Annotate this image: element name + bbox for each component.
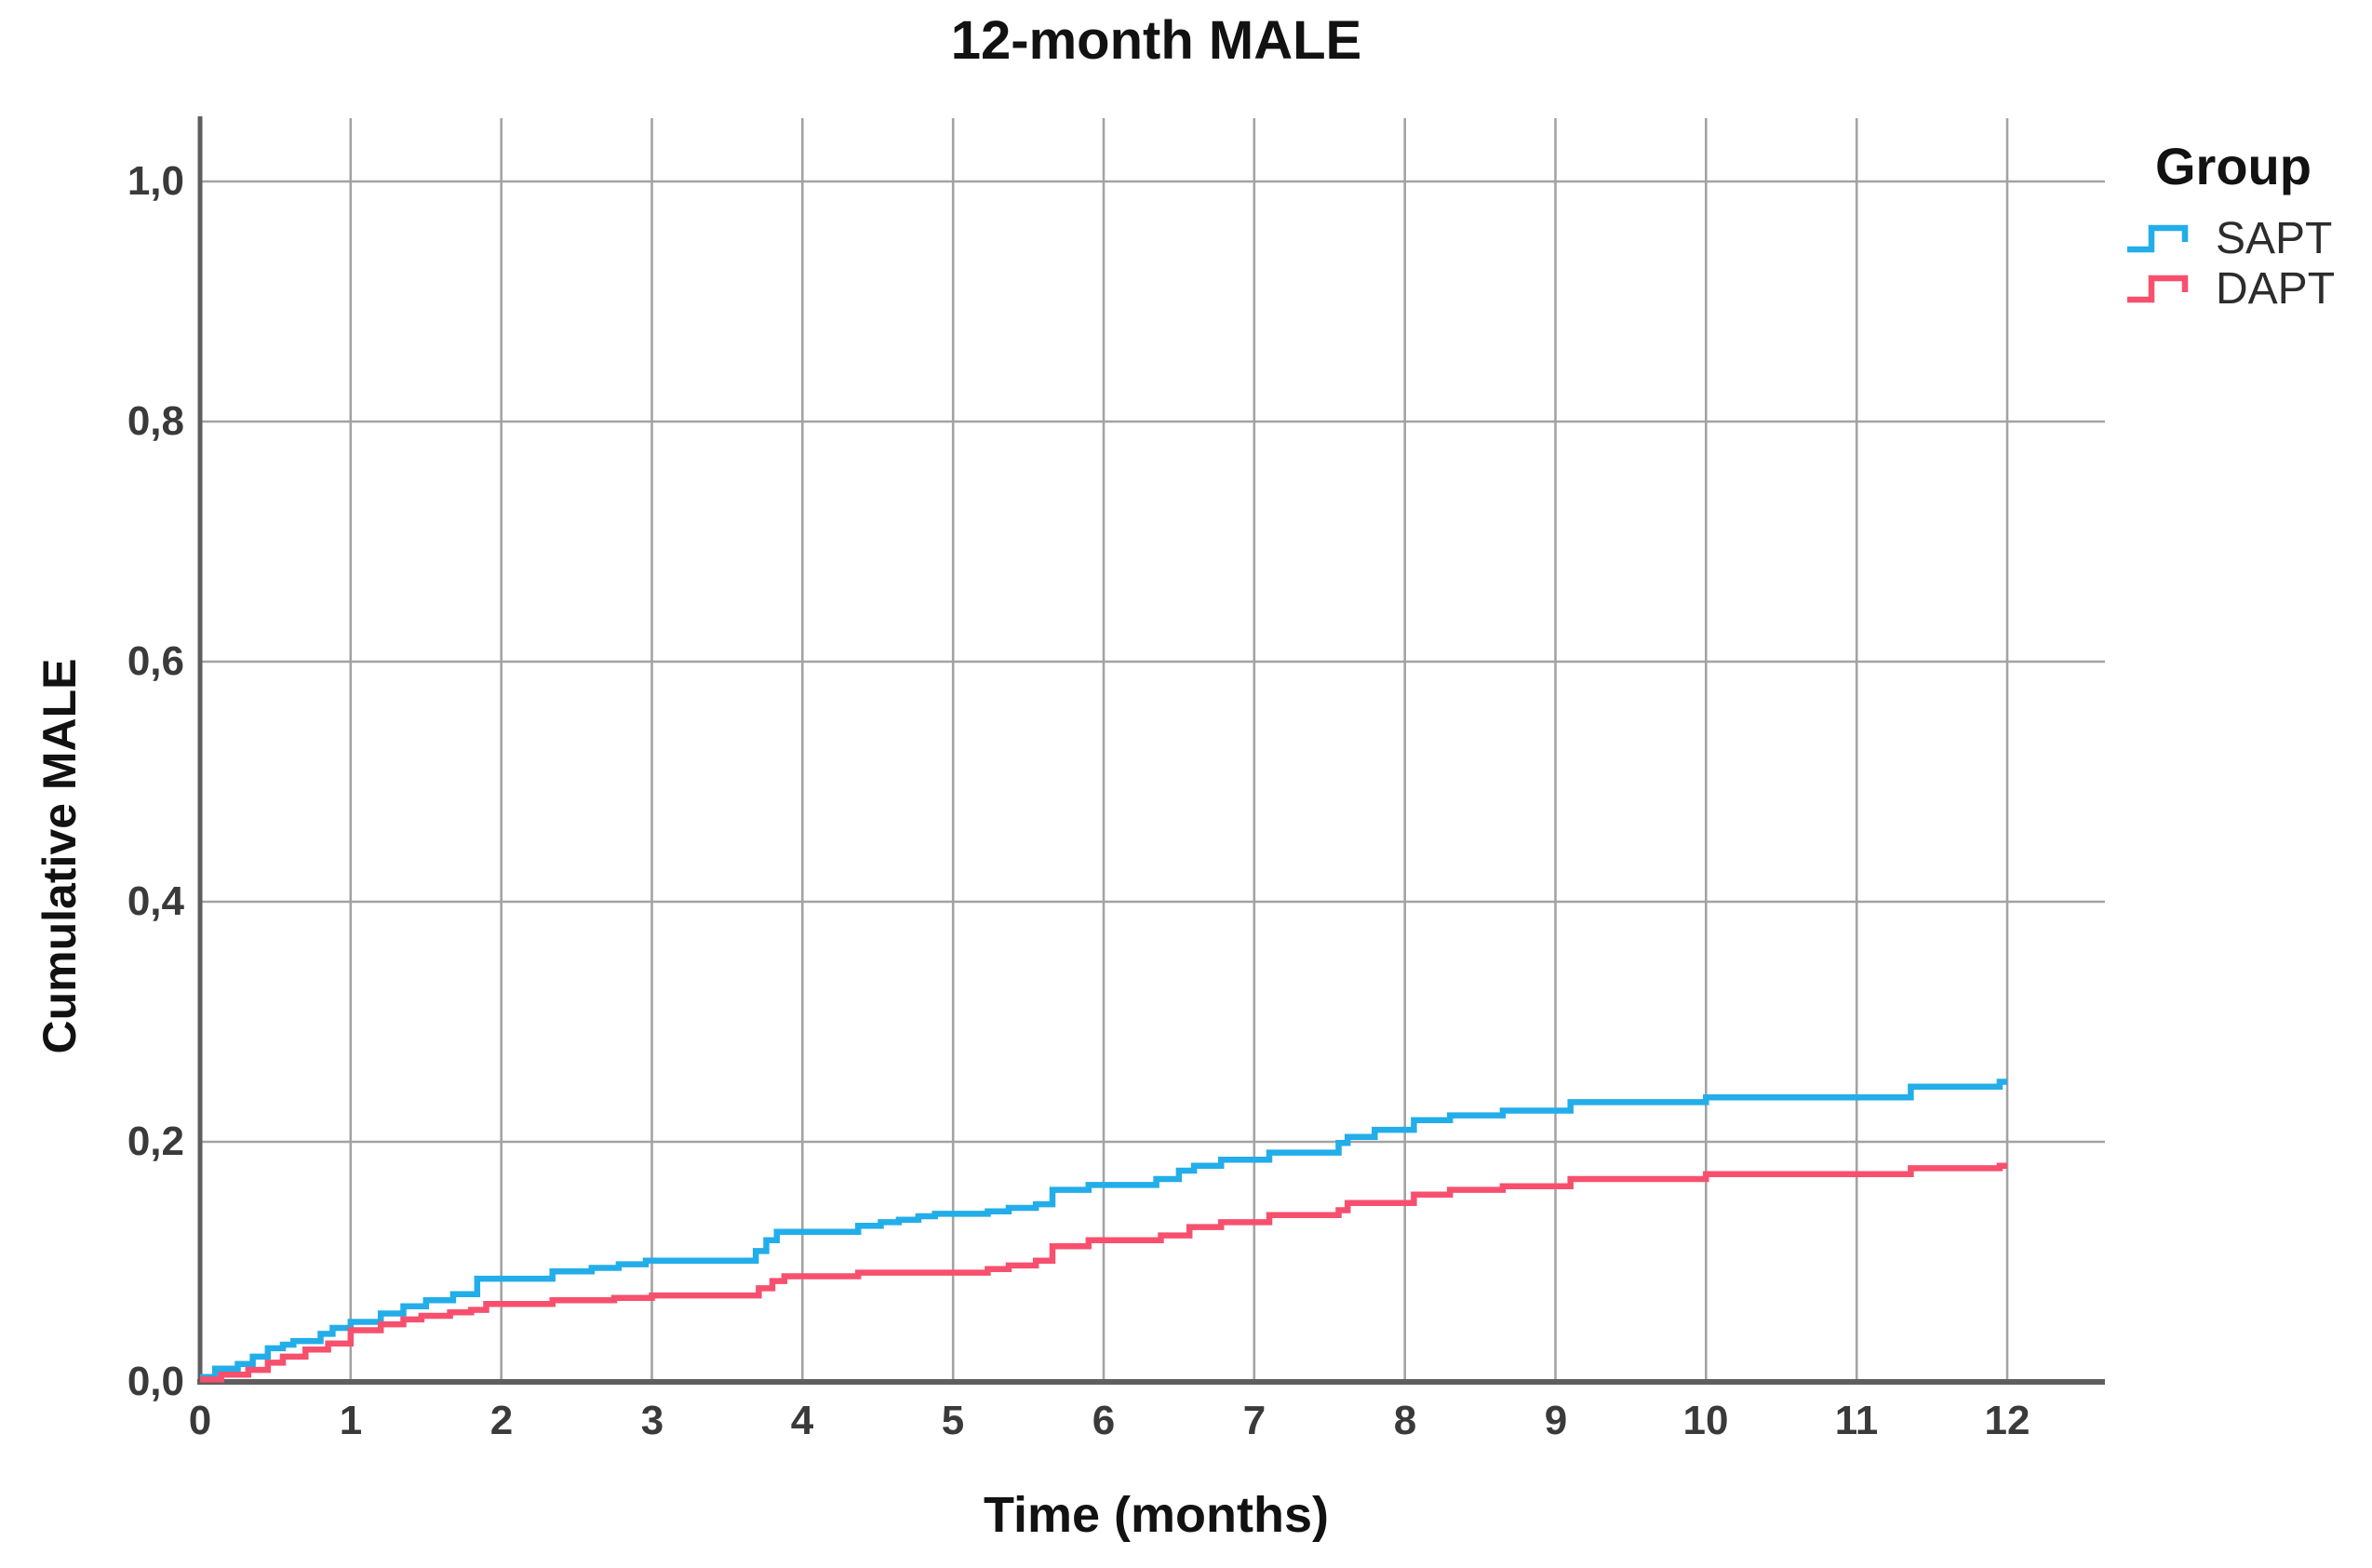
x-tick-label: 9	[1544, 1398, 1568, 1443]
x-tick-label: 8	[1393, 1398, 1417, 1443]
legend-entry-label: DAPT	[2216, 263, 2336, 314]
x-tick-label: 10	[1682, 1398, 1729, 1443]
legend: Group SAPT DAPT	[2124, 136, 2335, 314]
legend-entry-dapt: DAPT	[2124, 263, 2335, 314]
sapt-curve	[200, 1079, 2007, 1381]
dapt-legend-line	[2127, 275, 2189, 303]
dapt-curve	[200, 1162, 2007, 1383]
legend-title: Group	[2155, 137, 2312, 195]
y-tick-label: 0,2	[127, 1119, 184, 1164]
y-tick-label: 0,8	[127, 398, 184, 444]
x-tick-label: 5	[941, 1398, 965, 1443]
x-tick-label: 12	[1984, 1398, 2030, 1443]
sapt-legend-line	[2127, 224, 2189, 253]
legend-step-icon	[2127, 224, 2189, 253]
y-axis-title: Cumulative MALE	[34, 658, 86, 1054]
series-curves	[200, 1079, 2007, 1383]
x-tick-label: 4	[790, 1398, 814, 1443]
x-tick-label: 1	[339, 1398, 363, 1443]
legend-entry-label: SAPT	[2216, 213, 2333, 263]
y-tick-label: 0,0	[127, 1359, 184, 1404]
x-tick-label: 7	[1242, 1398, 1266, 1443]
y-tick-label: 1,0	[127, 158, 184, 204]
axes	[197, 116, 2105, 1385]
legend-step-icon	[2127, 275, 2189, 303]
x-tick-label: 2	[489, 1398, 514, 1443]
x-tick-label: 3	[640, 1398, 664, 1443]
gridlines	[200, 118, 2105, 1382]
x-tick-label: 0	[188, 1398, 212, 1443]
legend-entries: SAPT DAPT	[2124, 213, 2335, 314]
legend-entry-sapt: SAPT	[2124, 213, 2335, 263]
y-tick-label: 0,4	[127, 878, 184, 924]
x-tick-label: 11	[1834, 1398, 1879, 1443]
x-axis-title: Time (months)	[983, 1487, 1329, 1543]
chart-title: 12-month MALE	[950, 10, 1362, 71]
x-tick-label: 6	[1092, 1398, 1116, 1443]
y-tick-label: 0,6	[127, 638, 184, 684]
